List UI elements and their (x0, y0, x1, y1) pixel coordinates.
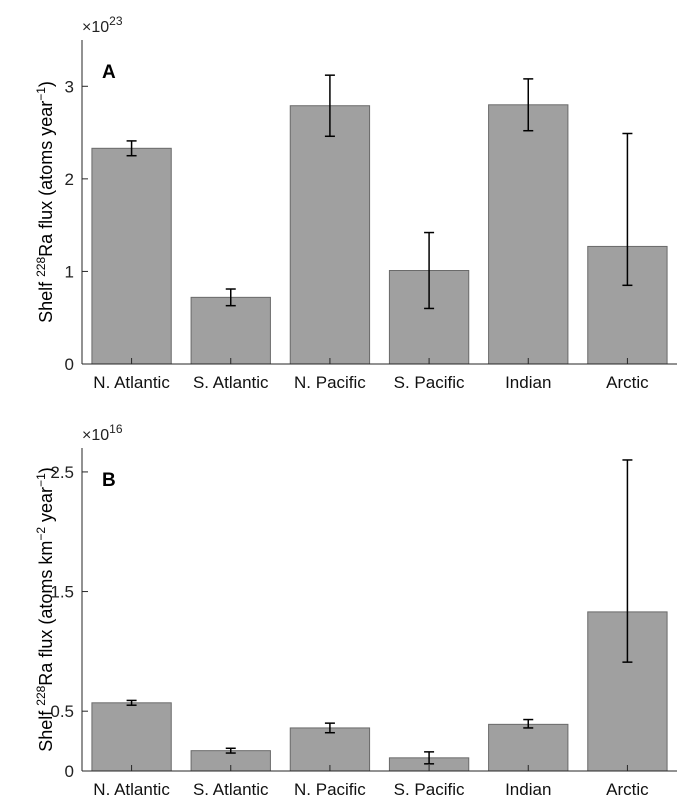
x-tick-label: Indian (505, 780, 551, 799)
panel-letter: B (102, 470, 116, 491)
panel-letter: A (102, 62, 116, 83)
y-tick-label: 0 (65, 355, 74, 374)
chart-panel-a: 0 1 2 3 N. Atlantic S. Atlantic N. Pacific S. P… (34, 14, 677, 392)
y-axis-label: Shelf 228Ra flux (atoms km−2 year−1) (34, 467, 56, 752)
axis-exponent-label: ×1016 (82, 422, 123, 444)
bar (488, 104, 569, 365)
bar (289, 105, 371, 365)
x-tick-label: N. Pacific (294, 373, 366, 392)
x-tick-label: N. Atlantic (93, 780, 170, 799)
bar (91, 702, 172, 772)
y-tick-label: 3 (65, 77, 74, 96)
x-tick-label: S. Atlantic (193, 373, 269, 392)
x-tick-label: Arctic (606, 373, 649, 392)
y-tick-label: 0.5 (50, 702, 74, 721)
x-tick-label: S. Atlantic (193, 780, 269, 799)
y-tick-label: 1 (65, 262, 74, 281)
x-tick-label: Arctic (606, 780, 649, 799)
y-tick-label: 2 (65, 170, 74, 189)
y-axis-label: Shelf 228Ra flux (atoms year−1) (34, 81, 56, 323)
chart-panel-b: 0 0.5 1.5 2.5 N. Atlantic S. Atlantic N. Pacif… (34, 422, 677, 799)
x-tick-label: Indian (505, 373, 551, 392)
bar (289, 727, 371, 772)
y-tick-label: 0 (65, 762, 74, 781)
x-tick-label: N. Atlantic (93, 373, 170, 392)
x-tick-label: N. Pacific (294, 780, 366, 799)
bar (190, 296, 271, 365)
x-tick-label: S. Pacific (394, 373, 465, 392)
bar (488, 723, 569, 772)
y-tick-label: 2.5 (50, 463, 74, 482)
y-tick-label: 1.5 (50, 583, 74, 602)
axis-exponent-label: ×1023 (82, 14, 123, 36)
x-tick-label: S. Pacific (394, 780, 465, 799)
bar (91, 147, 172, 365)
